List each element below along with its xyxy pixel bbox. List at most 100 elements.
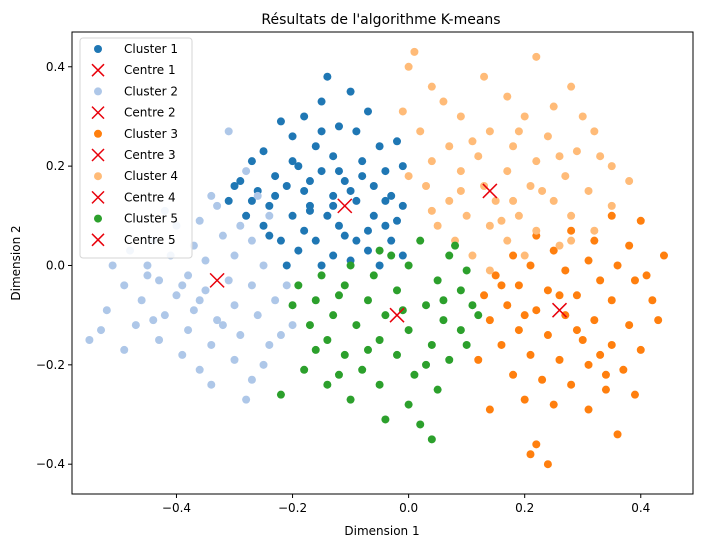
- data-point: [172, 291, 181, 300]
- y-tick-label: 0.4: [46, 60, 65, 74]
- data-point: [358, 172, 367, 181]
- data-point: [584, 186, 593, 195]
- data-point: [416, 127, 425, 136]
- data-point: [207, 340, 216, 349]
- data-point: [375, 261, 384, 270]
- data-point: [230, 355, 239, 364]
- cluster-centres: [209, 183, 568, 323]
- data-point: [236, 331, 245, 340]
- data-point: [584, 360, 593, 369]
- data-point: [334, 122, 343, 131]
- data-point: [265, 231, 274, 240]
- data-point: [294, 246, 303, 255]
- data-point: [346, 261, 355, 270]
- data-point: [155, 336, 164, 344]
- data-point: [526, 350, 535, 359]
- data-point: [549, 400, 558, 409]
- data-point: [334, 370, 343, 379]
- data-point: [596, 350, 605, 359]
- data-point: [352, 236, 361, 245]
- data-point: [282, 281, 291, 290]
- data-point: [561, 266, 570, 275]
- data-point: [265, 211, 274, 220]
- series-cluster-1: [224, 72, 407, 270]
- data-point: [242, 167, 251, 176]
- legend-entry: Cluster 3: [94, 127, 178, 141]
- data-point: [416, 420, 425, 429]
- data-point: [520, 311, 529, 320]
- legend-entry: Cluster 5: [94, 212, 178, 226]
- data-point: [108, 261, 117, 270]
- data-point: [259, 221, 268, 230]
- data-point: [259, 360, 268, 369]
- legend-label: Cluster 1: [124, 42, 178, 56]
- data-point: [323, 336, 332, 344]
- data-point: [276, 236, 285, 245]
- data-point: [300, 365, 309, 374]
- data-point: [468, 301, 477, 310]
- data-point: [300, 186, 309, 195]
- legend-swatch-dot: [94, 172, 102, 181]
- data-point: [288, 301, 297, 310]
- data-point: [358, 157, 367, 166]
- data-point: [317, 261, 326, 270]
- data-point: [271, 296, 280, 305]
- data-point: [358, 365, 367, 374]
- data-point: [485, 127, 494, 136]
- data-point: [625, 177, 634, 186]
- legend-label: Cluster 3: [124, 127, 178, 141]
- data-point: [155, 276, 164, 285]
- legend-swatch-x: [91, 190, 105, 204]
- legend-label: Cluster 2: [124, 84, 178, 98]
- data-point: [509, 370, 518, 379]
- data-point: [143, 271, 152, 280]
- data-point: [601, 370, 610, 379]
- data-point: [311, 345, 320, 354]
- data-point: [352, 196, 361, 205]
- data-point: [607, 162, 616, 171]
- data-point: [485, 405, 494, 414]
- data-point: [288, 211, 297, 220]
- data-point: [160, 311, 169, 320]
- data-point: [480, 291, 489, 300]
- data-point: [311, 236, 320, 245]
- data-point: [363, 296, 372, 305]
- data-point: [538, 375, 547, 384]
- data-point: [503, 236, 512, 245]
- data-point: [195, 365, 204, 374]
- data-point: [317, 271, 326, 280]
- centre-marker-5: [389, 307, 405, 323]
- series-cluster-4: [398, 47, 634, 275]
- data-point: [329, 311, 338, 320]
- data-point: [509, 142, 518, 151]
- data-point: [572, 326, 581, 335]
- x-tick-label: 0.4: [631, 501, 650, 515]
- data-point: [224, 127, 233, 136]
- data-point: [514, 211, 523, 220]
- data-point: [288, 321, 297, 330]
- data-point: [381, 415, 390, 424]
- data-point: [410, 370, 419, 379]
- data-point: [207, 380, 216, 389]
- data-point: [549, 196, 558, 205]
- data-point: [334, 291, 343, 300]
- legend-entry: Cluster 2: [94, 84, 178, 98]
- data-point: [485, 266, 494, 275]
- data-point: [445, 142, 454, 151]
- legend-label: Cluster 4: [124, 169, 178, 183]
- data-point: [247, 236, 256, 245]
- data-point: [375, 246, 384, 255]
- x-tick-label: 0.0: [399, 501, 418, 515]
- data-point: [247, 157, 256, 166]
- data-point: [427, 206, 436, 215]
- data-point: [462, 211, 471, 220]
- data-point: [404, 400, 413, 409]
- data-point: [271, 191, 280, 200]
- data-point: [329, 251, 338, 260]
- plot-frame: [71, 31, 694, 495]
- data-point: [607, 340, 616, 349]
- data-point: [329, 152, 338, 161]
- data-point: [305, 177, 314, 186]
- data-point: [456, 286, 465, 295]
- y-tick-label: 0.2: [46, 159, 65, 173]
